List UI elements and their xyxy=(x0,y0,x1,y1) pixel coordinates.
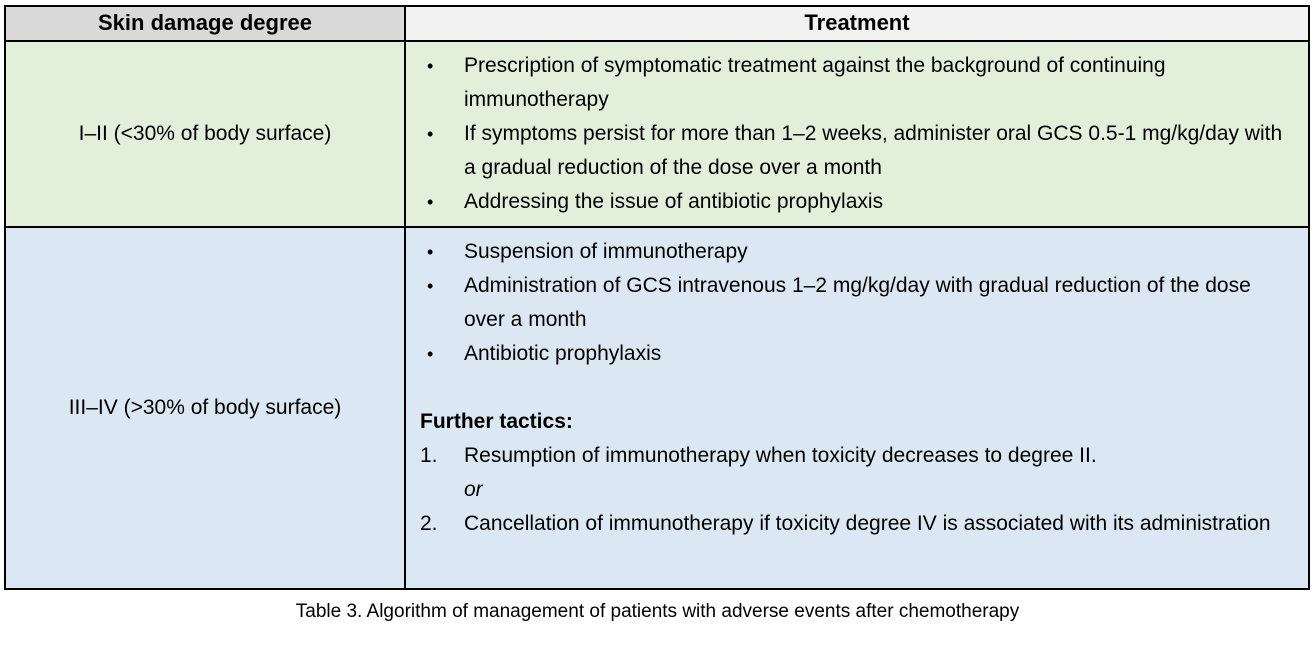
header-row: Skin damage degree Treatment xyxy=(4,5,1310,42)
list-item-text: Suspension of immunotherapy xyxy=(464,240,748,263)
treatment-cell-1-2: • Prescription of symptomatic treatment … xyxy=(404,40,1310,228)
degree-cell-1-2: I–II (<30% of body surface) xyxy=(4,40,406,228)
list-item: • Suspension of immunotherapy xyxy=(420,235,1296,269)
bullet-marker: • xyxy=(427,242,434,262)
number-marker: 1. xyxy=(420,444,438,467)
numbered-item-text: Resumption of immunotherapy when toxicit… xyxy=(464,444,1097,467)
table-caption: Table 3. Algorithm of management of pati… xyxy=(295,601,1020,622)
numbered-item: 1. Resumption of immunotherapy when toxi… xyxy=(420,439,1296,473)
number-marker: 2. xyxy=(420,512,438,535)
further-tactics-heading: Further tactics: xyxy=(420,410,573,433)
list-item: • Prescription of symptomatic treatment … xyxy=(420,49,1296,117)
bullet-marker: • xyxy=(427,276,434,296)
list-item-text: Addressing the issue of antibiotic proph… xyxy=(464,190,884,213)
blank-line xyxy=(420,371,1296,405)
list-item-text: Administration of GCS intravenous 1–2 mg… xyxy=(464,274,1251,331)
bullet-marker: • xyxy=(427,344,434,364)
or-text: or xyxy=(464,478,483,501)
list-item-text: If symptoms persist for more than 1–2 we… xyxy=(464,122,1283,179)
table-row-degree-1-2: I–II (<30% of body surface) • Prescripti… xyxy=(4,40,1310,228)
treatment-table: Skin damage degree Treatment I–II (<30% … xyxy=(4,5,1310,590)
list-item-text: Prescription of symptomatic treatment ag… xyxy=(464,54,1166,111)
list-item: • Addressing the issue of antibiotic pro… xyxy=(420,185,1296,219)
numbered-item: 2. Cancellation of immunotherapy if toxi… xyxy=(420,507,1296,541)
treatment-cell-3-4: • Suspension of immunotherapy • Administ… xyxy=(404,226,1310,590)
column-header-treatment: Treatment xyxy=(404,5,1310,42)
list-item-text: Antibiotic prophylaxis xyxy=(464,342,662,365)
list-item: • Administration of GCS intravenous 1–2 … xyxy=(420,269,1296,337)
list-item: • If symptoms persist for more than 1–2 … xyxy=(420,117,1296,185)
table-row-degree-3-4: III–IV (>30% of body surface) • Suspensi… xyxy=(4,226,1310,590)
bullet-marker: • xyxy=(427,124,434,144)
bullet-marker: • xyxy=(427,192,434,212)
column-header-skin-damage-degree: Skin damage degree xyxy=(4,5,406,42)
degree-cell-3-4: III–IV (>30% of body surface) xyxy=(4,226,406,590)
bullet-marker: • xyxy=(427,56,434,76)
numbered-item-text: Cancellation of immunotherapy if toxicit… xyxy=(464,512,1271,535)
list-item: • Antibiotic prophylaxis xyxy=(420,337,1296,371)
or-line: or xyxy=(420,473,1296,507)
